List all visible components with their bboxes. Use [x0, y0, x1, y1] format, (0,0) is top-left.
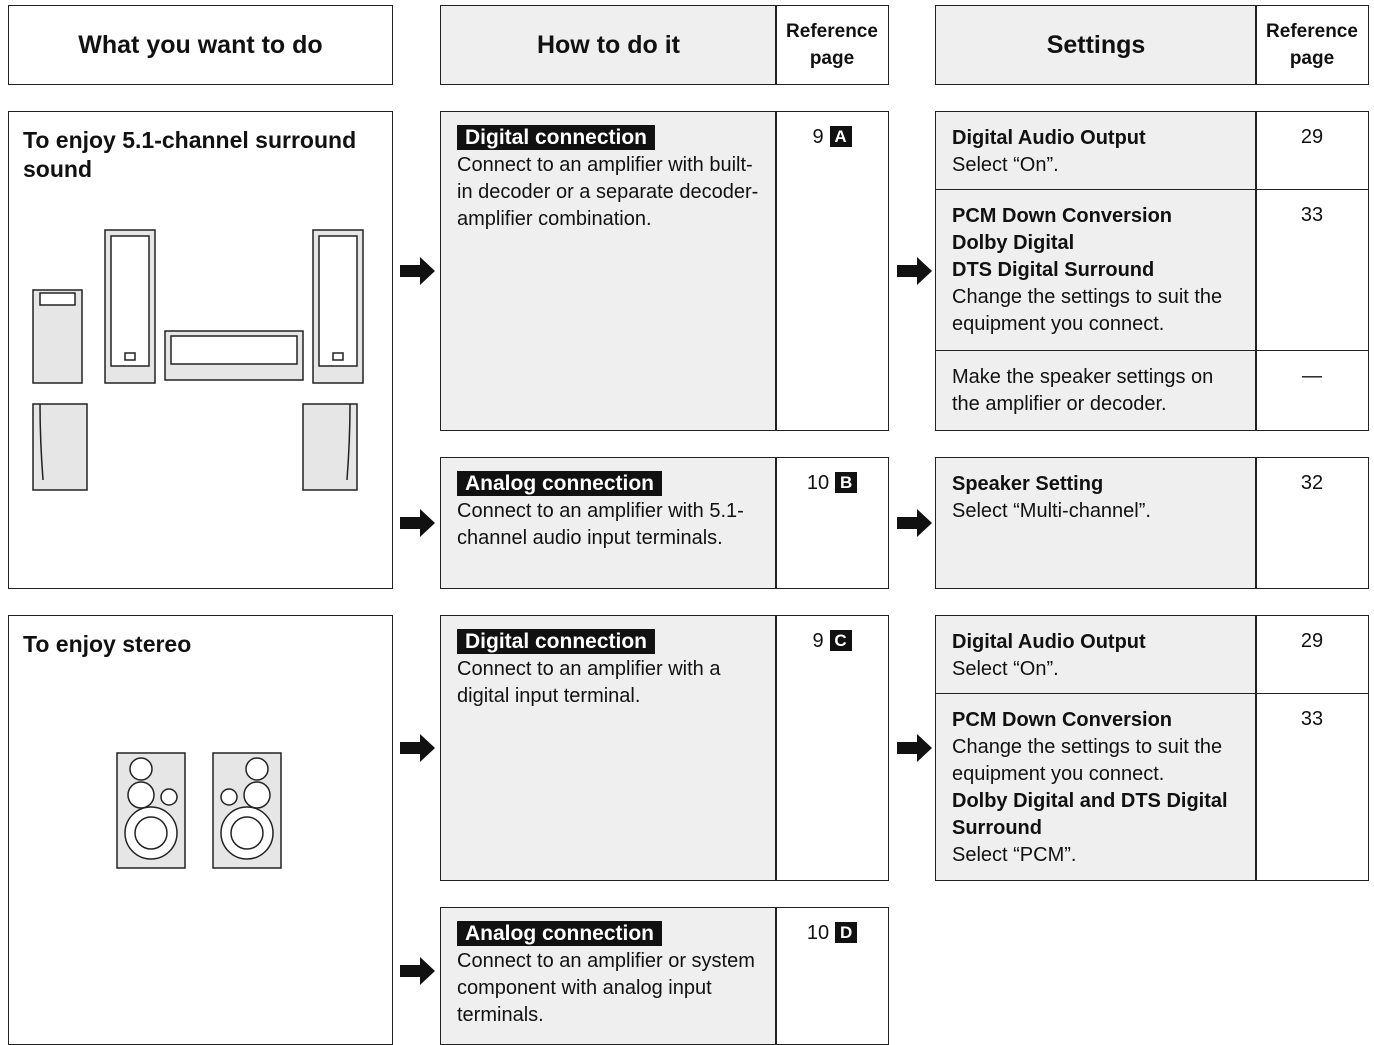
- arrow: [897, 509, 932, 537]
- how-text: Connect to an amplifier with built-in de…: [457, 154, 759, 230]
- arrow: [897, 734, 932, 762]
- setting-line: Select “PCM”.: [952, 844, 1077, 866]
- setting-ref: 33: [1255, 189, 1369, 351]
- setting-cell: PCM Down Conversion Change the settings t…: [935, 693, 1257, 881]
- header-settings-ref: Reference page: [1255, 5, 1369, 85]
- ref-cell: 10 B: [775, 457, 889, 589]
- setting-line: Select “On”.: [952, 154, 1059, 176]
- header-how-ref: Reference page: [775, 5, 889, 85]
- ref-letter: C: [829, 630, 852, 651]
- setting-line: DTS Digital Surround: [952, 259, 1155, 281]
- ref-page: 9: [812, 630, 824, 652]
- setting-cell: Speaker Setting Select “Multi-channel”.: [935, 457, 1257, 589]
- setting-line: Digital Audio Output: [952, 631, 1146, 653]
- setting-cell: Digital Audio Output Select “On”.: [935, 615, 1257, 694]
- ref-page: 10: [806, 922, 830, 944]
- ref-page: 10: [806, 472, 830, 494]
- setting-ref: 29: [1255, 615, 1369, 694]
- arrow: [400, 509, 435, 537]
- arrow: [400, 257, 435, 285]
- connection-label: Analog connection: [457, 921, 662, 946]
- header-settings: Settings: [935, 5, 1257, 85]
- setting-ref: 29: [1255, 111, 1369, 190]
- setting-line: Dolby Digital and DTS Digital Surround: [952, 790, 1228, 839]
- arrow: [400, 734, 435, 762]
- how-cell: Analog connection Connect to an amplifier…: [440, 907, 777, 1045]
- setting-cell: PCM Down Conversion Dolby Digital DTS Digi…: [935, 189, 1257, 351]
- setting-line: Select “On”.: [952, 658, 1059, 680]
- goal-cell: To enjoy 5.1-channel surround sound: [8, 111, 393, 589]
- header-want: What you want to do: [8, 5, 393, 85]
- setting-line: Speaker Setting: [952, 473, 1104, 495]
- setting-line: Digital Audio Output: [952, 127, 1146, 149]
- setting-line: Change the settings to suit the equipmen…: [952, 286, 1223, 335]
- setting-ref: 32: [1255, 457, 1369, 589]
- ref-letter: D: [835, 922, 858, 943]
- setting-line: Dolby Digital: [952, 232, 1075, 254]
- setting-ref: —: [1255, 350, 1369, 431]
- how-text: Connect to an amplifier or system compon…: [457, 950, 755, 1026]
- setting-cell: Digital Audio Output Select “On”.: [935, 111, 1257, 190]
- connection-label: Digital connection: [457, 125, 656, 150]
- connection-label: Analog connection: [457, 471, 662, 496]
- setting-line: Select “Multi-channel”.: [952, 500, 1151, 522]
- ref-letter: B: [835, 472, 858, 493]
- how-cell: Analog connection Connect to an amplifier…: [440, 457, 777, 589]
- ref-page: 9: [812, 126, 824, 148]
- ref-letter: A: [829, 126, 852, 147]
- how-text: Connect to an amplifier with a digital i…: [457, 658, 721, 707]
- ref-cell: 10 D: [775, 907, 889, 1045]
- how-cell: Digital connection Connect to an amplifie…: [440, 615, 777, 881]
- setting-ref: 33: [1255, 693, 1369, 881]
- how-text: Connect to an amplifier with 5.1-channel…: [457, 500, 744, 549]
- connection-label: Digital connection: [457, 629, 656, 654]
- setting-line: Make the speaker settings on the amplifi…: [952, 366, 1214, 415]
- setting-cell: Make the speaker settings on the amplifi…: [935, 350, 1257, 431]
- setting-line: PCM Down Conversion: [952, 205, 1173, 227]
- goal-cell: To enjoy stereo: [8, 615, 393, 1045]
- arrow: [400, 957, 435, 985]
- arrow: [897, 257, 932, 285]
- header-how: How to do it: [440, 5, 777, 85]
- setting-line: Change the settings to suit the equipmen…: [952, 736, 1223, 785]
- setting-line: PCM Down Conversion: [952, 709, 1173, 731]
- how-cell: Digital connection Connect to an amplifie…: [440, 111, 777, 431]
